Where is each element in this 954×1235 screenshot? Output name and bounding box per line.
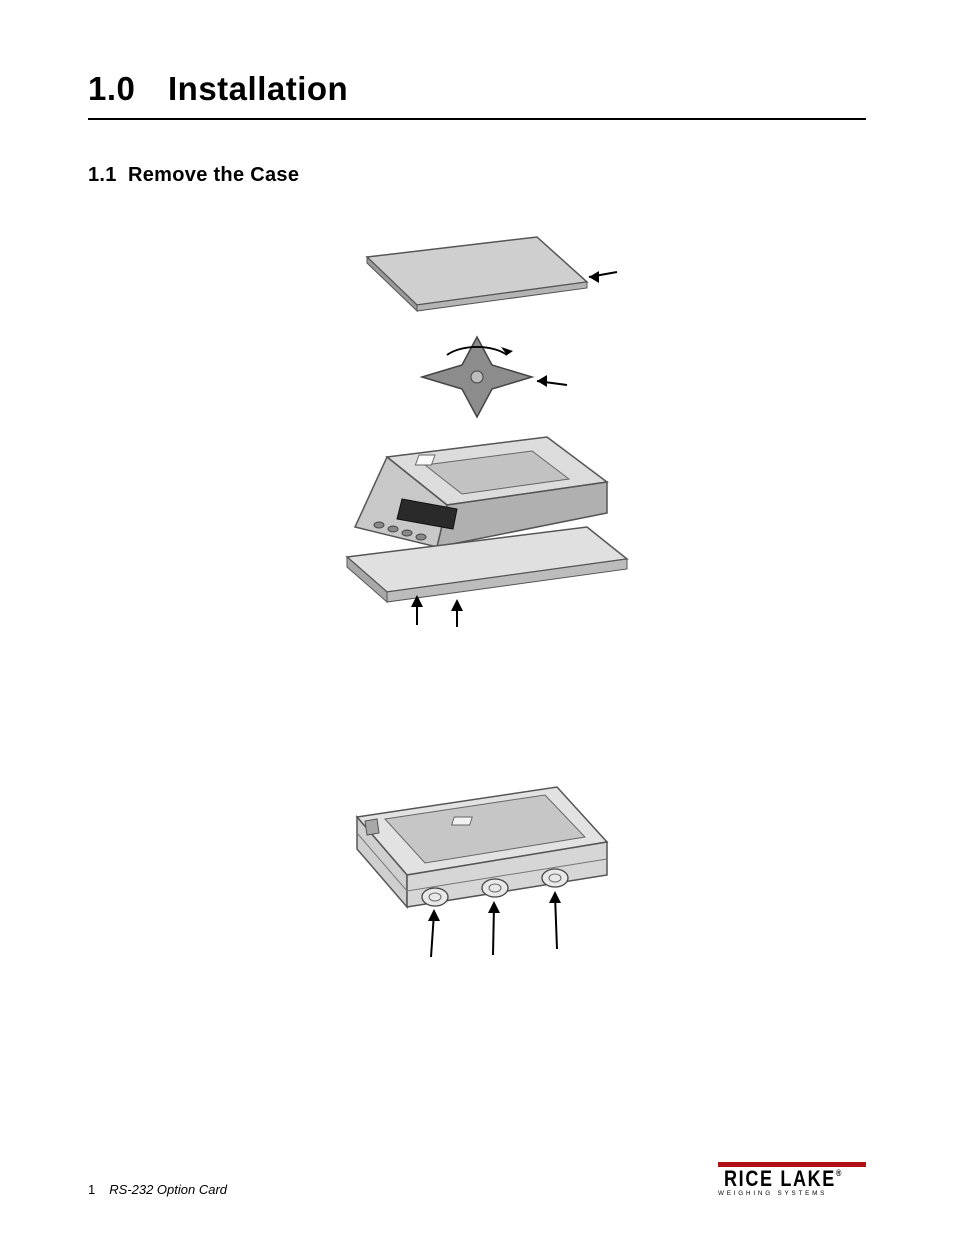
subsection-number: 1.1 <box>88 164 128 187</box>
figure-base-screws <box>327 747 627 977</box>
section-number: 1.0 <box>88 70 168 108</box>
page-footer: 1 RS-232 Option Card RICE LAKE® WEIGHING… <box>88 1162 866 1197</box>
subsection-heading: 1.1Remove the Case <box>88 164 866 187</box>
logo-registered-mark: ® <box>836 1168 843 1178</box>
section-heading: 1.0Installation <box>88 70 866 108</box>
section-rule <box>88 118 866 120</box>
exploded-scale-illustration <box>307 227 647 627</box>
footer-doc-title: RS-232 Option Card <box>109 1182 227 1197</box>
brand-logo: RICE LAKE® WEIGHING SYSTEMS <box>718 1162 866 1197</box>
footer-page-number: 1 <box>88 1182 95 1197</box>
logo-brand-line: RICE LAKE® <box>718 1169 866 1189</box>
section-title-text: Installation <box>168 70 348 107</box>
footer-left: 1 RS-232 Option Card <box>88 1182 227 1197</box>
base-screws-illustration <box>327 747 627 977</box>
figures-container <box>88 227 866 977</box>
logo-brand-name: RICE LAKE <box>724 1166 836 1191</box>
logo-brand-text: RICE LAKE® <box>724 1169 843 1189</box>
figure-exploded-scale <box>307 227 647 627</box>
subsection-title-text: Remove the Case <box>128 164 299 186</box>
